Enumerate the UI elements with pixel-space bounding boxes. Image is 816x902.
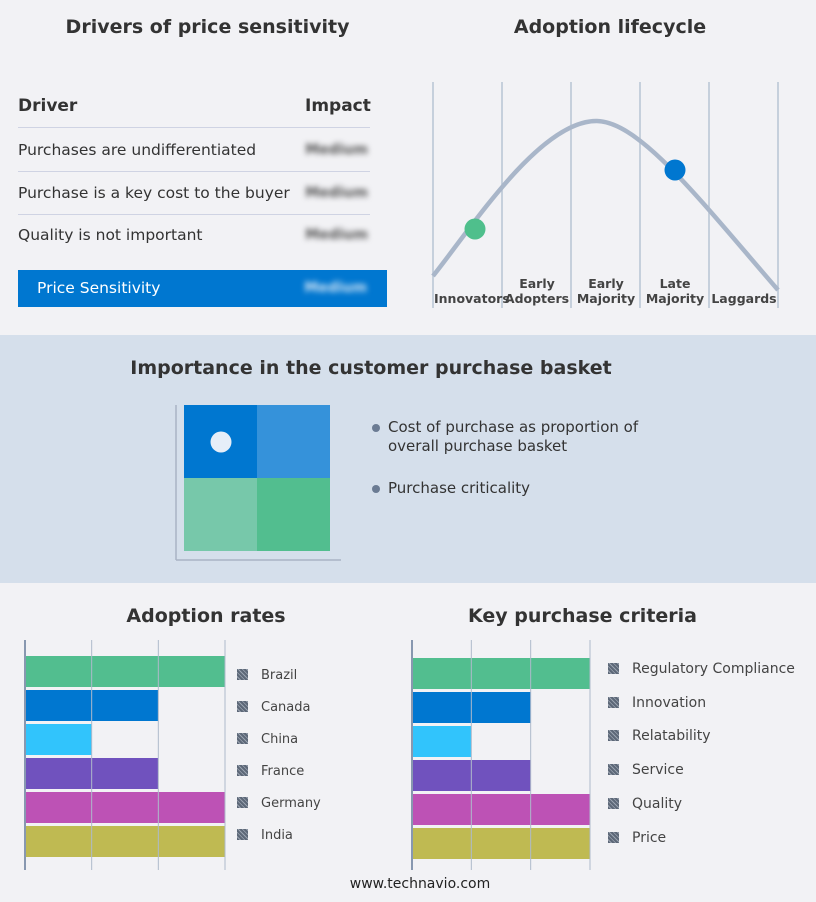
legend-swatch-icon (608, 831, 619, 843)
legend-item: Quality (608, 796, 682, 812)
impact-value: Medium (305, 184, 368, 201)
driver-row: Quality is not important Medium (18, 215, 370, 257)
legend-swatch-icon (237, 797, 248, 808)
matrix-cell (257, 478, 330, 551)
legend-label: Quality (632, 795, 683, 812)
bullet-icon (372, 424, 380, 432)
stage-label: Early Majority (576, 276, 636, 306)
matrix-cell (184, 478, 257, 551)
legend-swatch-icon (237, 701, 248, 712)
driver-label: Purchase is a key cost to the buyer (18, 183, 290, 202)
driver-label: Quality is not important (18, 226, 203, 244)
legend-label: Canada (261, 700, 311, 715)
divider (18, 127, 370, 128)
legend-label: Service (632, 762, 684, 779)
legend-label: India (261, 828, 293, 843)
legend-item: Relatability (608, 728, 711, 744)
legend-label: Innovation (632, 694, 707, 711)
kpc-title: Key purchase criteria (467, 605, 697, 627)
legend-item: Germany (237, 796, 321, 811)
summary-impact: Medium (304, 280, 367, 296)
legend-label: Relatability (632, 728, 711, 745)
impact-header: Impact (305, 96, 371, 116)
legend-swatch-icon (608, 663, 619, 674)
basket-section (0, 335, 816, 583)
legend-item: Service (608, 762, 684, 778)
legend-label: France (261, 764, 305, 779)
lifecycle-title: Adoption lifecycle (513, 16, 707, 38)
legend-item: Price (608, 830, 666, 846)
stage-label: Laggards (711, 291, 777, 306)
legend-swatch-icon (608, 730, 619, 742)
bar-price (412, 828, 590, 859)
legend-item: Brazil (237, 668, 297, 683)
drivers-title: Drivers of price sensitivity (65, 16, 350, 38)
stage-marker (464, 218, 486, 240)
driver-label: Purchases are undifferentiated (18, 141, 257, 159)
driver-row: Purchase is a key cost to the buyer Mediu… (18, 173, 370, 215)
legend-item: Innovation (608, 695, 706, 711)
impact-value: Medium (305, 142, 368, 158)
legend-swatch-icon (237, 669, 248, 680)
basket-legend-2: Purchase criticality (372, 479, 642, 498)
legend-swatch-icon (237, 829, 248, 840)
legend-swatch-icon (608, 797, 619, 809)
basket-matrix (175, 405, 341, 561)
stage-label: Late Majority (645, 276, 705, 306)
legend-text: Cost of purchase as proportion of overal… (388, 418, 639, 455)
bar-brazil (25, 656, 225, 687)
legend-label: Regulatory Compliance (632, 661, 795, 677)
legend-swatch-icon (237, 765, 248, 776)
lifecycle-chart (431, 82, 780, 308)
footer-url[interactable]: www.technavio.com (349, 876, 491, 892)
driver-header: Driver (18, 96, 78, 116)
legend-item: Canada (237, 700, 310, 715)
impact-value: Medium (305, 227, 368, 243)
summary-label: Price Sensitivity (37, 279, 161, 297)
legend-swatch-icon (608, 696, 619, 708)
legend-swatch-icon (237, 733, 248, 744)
legend-item: India (237, 828, 293, 843)
legend-item: China (237, 732, 298, 747)
driver-row: Purchases are undifferentiated Medium (18, 130, 370, 172)
bullet-icon (372, 485, 380, 493)
stage-label: Innovators (434, 291, 510, 306)
bar-china (25, 724, 92, 755)
stage-marker (664, 159, 686, 181)
position-marker (210, 431, 232, 453)
bar-quality (412, 794, 590, 825)
matrix-cell (257, 405, 330, 478)
legend-label: Price (632, 829, 667, 846)
legend-label: Brazil (261, 668, 298, 683)
legend-label: Germany (261, 796, 321, 811)
legend-text: Purchase criticality (388, 479, 531, 497)
legend-swatch-icon (608, 764, 619, 776)
adoption-curve (431, 118, 780, 292)
basket-legend-1: Cost of purchase as proportion of overal… (372, 418, 642, 456)
legend-item: France (237, 764, 304, 779)
basket-title: Importance in the customer purchase bask… (130, 357, 612, 379)
legend-label: China (261, 732, 299, 747)
stage-label: Early Adopters (504, 276, 570, 306)
price-sensitivity-row: Price Sensitivity Medium (18, 270, 387, 307)
bar-india (25, 826, 225, 857)
bar-regulatory-compliance (412, 658, 590, 689)
bar-relatability (412, 726, 472, 757)
legend-item: Regulatory Compliance (608, 661, 795, 677)
bar-germany (25, 792, 225, 823)
adoption-rates-title: Adoption rates (126, 605, 286, 627)
